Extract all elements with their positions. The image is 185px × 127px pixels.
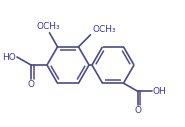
Text: HO: HO [2, 52, 16, 61]
Text: O: O [28, 80, 35, 89]
Text: O: O [134, 106, 142, 115]
Text: OCH₃: OCH₃ [37, 22, 60, 31]
Text: OH: OH [152, 87, 166, 96]
Text: OCH₃: OCH₃ [92, 25, 116, 34]
